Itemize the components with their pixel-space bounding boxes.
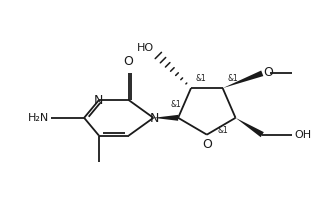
Text: &1: &1 bbox=[218, 126, 229, 135]
Text: N: N bbox=[150, 112, 159, 125]
Text: O: O bbox=[263, 66, 273, 79]
Polygon shape bbox=[223, 70, 263, 88]
Text: OH: OH bbox=[294, 130, 311, 140]
Polygon shape bbox=[154, 115, 178, 121]
Text: &1: &1 bbox=[228, 74, 238, 83]
Text: &1: &1 bbox=[196, 74, 207, 83]
Text: HO: HO bbox=[137, 42, 154, 53]
Text: N: N bbox=[93, 95, 103, 107]
Text: O: O bbox=[124, 55, 133, 68]
Polygon shape bbox=[236, 118, 264, 137]
Text: &1: &1 bbox=[171, 100, 181, 109]
Text: O: O bbox=[202, 138, 212, 151]
Text: H₂N: H₂N bbox=[28, 113, 50, 123]
